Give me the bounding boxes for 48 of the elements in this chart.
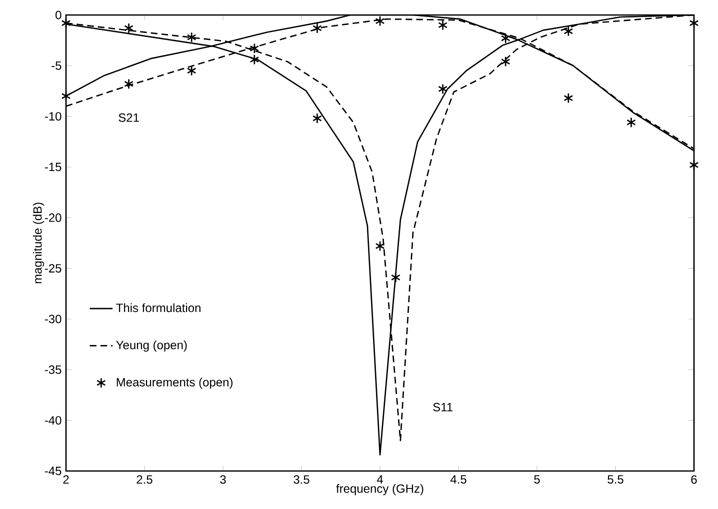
point: [124, 78, 134, 90]
y-tick-label: -15: [44, 162, 62, 172]
point: [689, 160, 699, 170]
point: [390, 272, 400, 283]
y-axis-title: magnitude (dB): [32, 202, 44, 284]
point: [375, 16, 385, 26]
x-tick-label: 5.5: [608, 475, 624, 484]
x-tick-label: 3: [220, 475, 226, 484]
point: [689, 18, 699, 28]
legend-label: Measurements (open): [116, 378, 232, 389]
point: [312, 113, 322, 124]
legend-label: This formulation: [116, 303, 200, 312]
point: [564, 92, 574, 104]
point: [312, 22, 322, 34]
point: [564, 26, 574, 37]
point: [186, 32, 196, 43]
x-tick-label: 3.5: [294, 475, 310, 484]
x-tick-label: 4.5: [450, 475, 466, 484]
point: [438, 84, 448, 94]
point: [438, 20, 448, 30]
y-tick-label: -5: [52, 61, 62, 70]
y-tick-label: -35: [44, 365, 62, 374]
annotation: S21: [118, 113, 139, 122]
point: [250, 54, 260, 65]
y-tick-label: -25: [44, 264, 62, 273]
point: [61, 90, 71, 102]
point: [61, 18, 71, 28]
x-tick-label: 5: [534, 475, 540, 484]
x-tick-label: 2: [63, 475, 69, 484]
y-tick-label: -10: [44, 112, 62, 121]
x-tick-label: 6: [691, 475, 697, 484]
x-axis-title: frequency (GHz): [336, 484, 424, 496]
point: [186, 65, 196, 76]
y-tick-label: -45: [44, 466, 62, 476]
point: [250, 43, 260, 54]
annotation: S11: [433, 402, 452, 412]
point: [500, 32, 510, 44]
point: [124, 22, 134, 34]
y-tick-label: -30: [44, 314, 62, 324]
y-tick-label: -20: [44, 213, 62, 222]
x-tick-label: 2.5: [136, 475, 152, 484]
point: [375, 240, 385, 252]
point: [626, 117, 636, 128]
y-tick-label: -40: [44, 416, 62, 425]
x-tick-label: 4: [376, 475, 383, 484]
point: [500, 56, 510, 67]
y-tick-label: 0: [56, 10, 62, 20]
legend-label: Yeung (open): [116, 340, 187, 352]
